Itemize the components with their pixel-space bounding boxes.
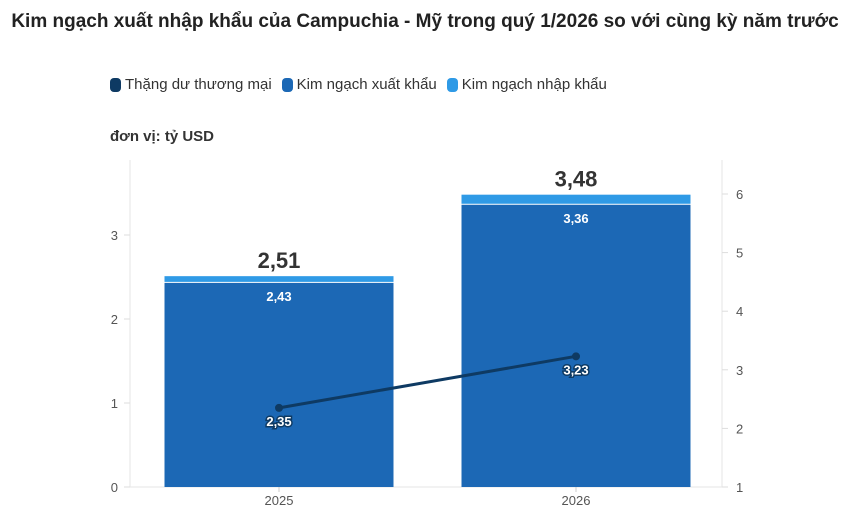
bar-import: [164, 276, 394, 282]
surplus-line: [278, 354, 577, 410]
legend-swatch: [446, 77, 458, 92]
bar-import: [461, 194, 691, 204]
x-tick-label: 2026: [562, 493, 591, 508]
bar-export-label: 2,43: [266, 289, 291, 304]
right-tick-label: 6: [736, 187, 743, 202]
right-tick-label: 4: [736, 304, 743, 319]
legend-label: Thặng dư thương mại: [125, 76, 272, 93]
legend-label: Kim ngạch xuất khẩu: [296, 76, 437, 93]
bar-total-label: 2,51: [258, 248, 301, 273]
surplus-label: 3,23: [563, 362, 588, 377]
bar-total-label: 3,48: [555, 167, 598, 192]
right-tick-label: 3: [736, 363, 743, 378]
left-tick-label: 3: [111, 228, 118, 243]
left-tick-label: 1: [111, 396, 118, 411]
legend-swatch: [281, 77, 293, 92]
bar-export: [461, 204, 691, 487]
legend-item-surplus[interactable]: Thặng dư thương mại: [110, 76, 272, 93]
right-tick-label: 1: [736, 480, 743, 495]
surplus-point: [572, 352, 580, 361]
unit-label: đơn vị: tỷ USD: [110, 128, 215, 145]
chart-title: Kim ngạch xuất nhập khẩu của Campuchia -…: [11, 11, 839, 32]
legend: Thặng dư thương mại Kim ngạch xuất khẩu …: [110, 76, 607, 93]
right-tick-label: 2: [736, 421, 743, 436]
legend-label: Kim ngạch nhập khẩu: [461, 76, 607, 93]
legend-item-import[interactable]: Kim ngạch nhập khẩu: [446, 76, 607, 93]
right-tick-label: 5: [736, 246, 743, 261]
left-tick-label: 2: [111, 312, 118, 327]
left-tick-label: 0: [111, 480, 118, 495]
legend-item-export[interactable]: Kim ngạch xuất khẩu: [281, 76, 437, 93]
legend-swatch: [110, 77, 121, 92]
surplus-label: 2,35: [266, 414, 291, 429]
bar-export-label: 3,36: [563, 211, 588, 226]
bar-export: [164, 282, 394, 487]
surplus-point: [275, 403, 283, 412]
x-tick-label: 2025: [265, 493, 294, 508]
